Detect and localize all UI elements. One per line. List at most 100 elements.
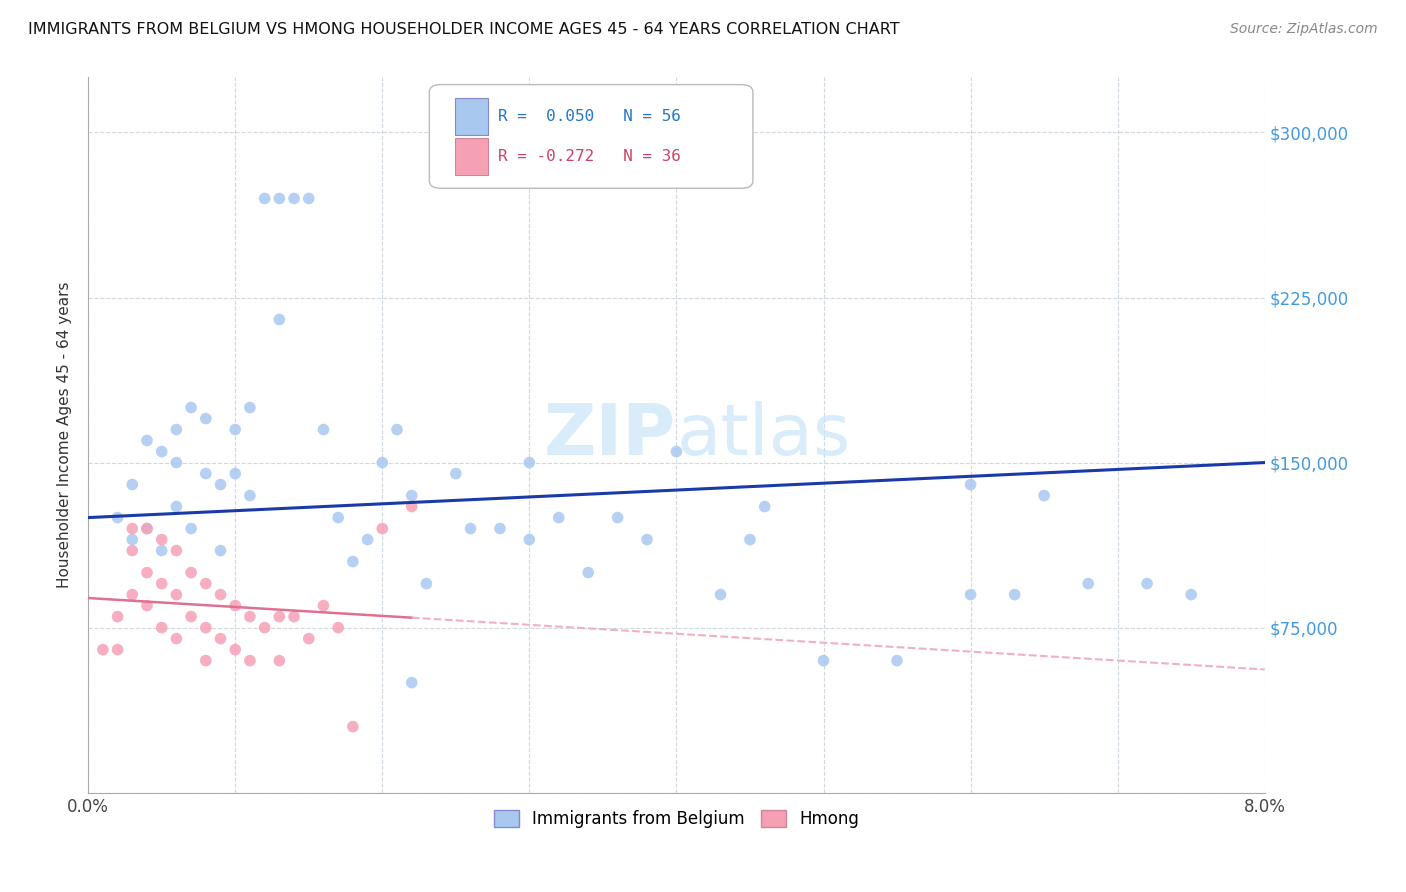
Point bbox=[180, 609, 202, 624]
Point bbox=[519, 456, 541, 470]
Bar bbox=[456, 98, 488, 136]
Point bbox=[121, 588, 143, 602]
Point bbox=[121, 543, 143, 558]
Point bbox=[444, 467, 467, 481]
Point bbox=[709, 588, 731, 602]
Legend: Immigrants from Belgium, Hmong: Immigrants from Belgium, Hmong bbox=[486, 803, 866, 834]
Point bbox=[547, 510, 569, 524]
Point bbox=[150, 576, 173, 591]
Bar bbox=[456, 137, 488, 175]
Point bbox=[886, 654, 908, 668]
Point bbox=[342, 720, 364, 734]
Point bbox=[401, 489, 423, 503]
Point bbox=[312, 423, 335, 437]
Point bbox=[136, 566, 159, 580]
Point bbox=[283, 192, 305, 206]
Point bbox=[415, 576, 437, 591]
Point bbox=[356, 533, 378, 547]
Point bbox=[194, 654, 217, 668]
Point bbox=[165, 500, 187, 514]
Point bbox=[224, 599, 246, 613]
Point bbox=[754, 500, 776, 514]
Point bbox=[328, 621, 350, 635]
Point bbox=[165, 423, 187, 437]
Point bbox=[1004, 588, 1026, 602]
Point bbox=[224, 642, 246, 657]
Point bbox=[136, 434, 159, 448]
Point bbox=[150, 543, 173, 558]
Point bbox=[312, 599, 335, 613]
Point bbox=[401, 500, 423, 514]
Point bbox=[253, 192, 276, 206]
Point bbox=[298, 192, 321, 206]
Text: atlas: atlas bbox=[676, 401, 851, 469]
Point bbox=[636, 533, 658, 547]
Point bbox=[298, 632, 321, 646]
Point bbox=[136, 599, 159, 613]
Point bbox=[224, 423, 246, 437]
Point bbox=[371, 456, 394, 470]
Text: R =  0.050   N = 56: R = 0.050 N = 56 bbox=[498, 110, 681, 124]
Point bbox=[283, 609, 305, 624]
Point bbox=[165, 588, 187, 602]
Point bbox=[342, 555, 364, 569]
Point bbox=[269, 312, 291, 326]
Point bbox=[121, 477, 143, 491]
Point bbox=[209, 543, 232, 558]
Point bbox=[813, 654, 835, 668]
Point bbox=[269, 192, 291, 206]
Point bbox=[150, 533, 173, 547]
Point bbox=[239, 401, 262, 415]
Point bbox=[180, 401, 202, 415]
Point bbox=[738, 533, 761, 547]
Point bbox=[606, 510, 628, 524]
Point bbox=[91, 642, 114, 657]
Point bbox=[1077, 576, 1099, 591]
Point bbox=[107, 642, 129, 657]
Point bbox=[959, 477, 981, 491]
Point bbox=[165, 456, 187, 470]
Point bbox=[180, 522, 202, 536]
Point bbox=[150, 621, 173, 635]
Point bbox=[136, 522, 159, 536]
Point bbox=[209, 477, 232, 491]
Point bbox=[665, 444, 688, 458]
Point bbox=[239, 609, 262, 624]
Point bbox=[269, 654, 291, 668]
Point bbox=[107, 609, 129, 624]
Point bbox=[253, 621, 276, 635]
Text: R = -0.272   N = 36: R = -0.272 N = 36 bbox=[498, 149, 681, 163]
Point bbox=[959, 588, 981, 602]
Point bbox=[1033, 489, 1056, 503]
Point bbox=[371, 522, 394, 536]
Text: ZIP: ZIP bbox=[544, 401, 676, 469]
Point bbox=[576, 566, 599, 580]
Point bbox=[239, 654, 262, 668]
Point bbox=[150, 444, 173, 458]
Point bbox=[209, 588, 232, 602]
Point bbox=[328, 510, 350, 524]
Point bbox=[460, 522, 482, 536]
Point bbox=[224, 467, 246, 481]
Point bbox=[121, 533, 143, 547]
Point bbox=[165, 543, 187, 558]
Point bbox=[489, 522, 512, 536]
Point bbox=[194, 621, 217, 635]
Point bbox=[194, 576, 217, 591]
Point bbox=[1180, 588, 1202, 602]
Point bbox=[194, 467, 217, 481]
Point bbox=[136, 522, 159, 536]
Point bbox=[180, 566, 202, 580]
Point bbox=[239, 489, 262, 503]
Point bbox=[194, 411, 217, 425]
Point bbox=[107, 510, 129, 524]
Point bbox=[401, 675, 423, 690]
Point bbox=[165, 632, 187, 646]
Point bbox=[385, 423, 408, 437]
Point bbox=[121, 522, 143, 536]
Y-axis label: Householder Income Ages 45 - 64 years: Householder Income Ages 45 - 64 years bbox=[58, 282, 72, 589]
Text: IMMIGRANTS FROM BELGIUM VS HMONG HOUSEHOLDER INCOME AGES 45 - 64 YEARS CORRELATI: IMMIGRANTS FROM BELGIUM VS HMONG HOUSEHO… bbox=[28, 22, 900, 37]
FancyBboxPatch shape bbox=[429, 85, 752, 188]
Point bbox=[519, 533, 541, 547]
Point bbox=[209, 632, 232, 646]
